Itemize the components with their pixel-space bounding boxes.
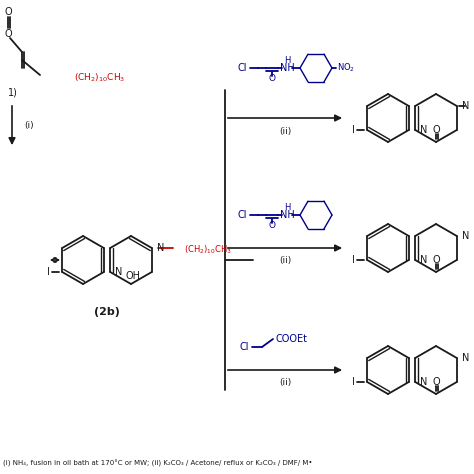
Text: (CH$_2$)$_{10}$CH$_3$: (CH$_2$)$_{10}$CH$_3$ bbox=[74, 72, 126, 84]
Text: N: N bbox=[115, 267, 123, 277]
Text: NH: NH bbox=[280, 63, 294, 73]
Text: O: O bbox=[432, 125, 440, 135]
Text: I: I bbox=[47, 267, 50, 277]
Text: COOEt: COOEt bbox=[276, 334, 308, 344]
Text: N: N bbox=[157, 243, 164, 253]
Text: O: O bbox=[5, 29, 13, 39]
Text: I: I bbox=[352, 255, 355, 265]
Text: H: H bbox=[284, 55, 290, 64]
Text: O: O bbox=[432, 377, 440, 387]
Text: (CH$_2$)$_{10}$CH$_3$: (CH$_2$)$_{10}$CH$_3$ bbox=[184, 244, 232, 256]
Text: O: O bbox=[268, 220, 275, 229]
Text: 1): 1) bbox=[8, 87, 18, 97]
Text: Cl: Cl bbox=[238, 210, 247, 220]
Text: OH: OH bbox=[126, 271, 140, 281]
Text: Cl: Cl bbox=[240, 342, 249, 352]
Text: N: N bbox=[462, 353, 469, 363]
Text: I: I bbox=[352, 125, 355, 135]
Text: (ii): (ii) bbox=[279, 256, 291, 265]
Text: (2b): (2b) bbox=[94, 307, 120, 317]
Text: N: N bbox=[462, 231, 469, 241]
Text: O: O bbox=[5, 7, 13, 17]
Text: I: I bbox=[352, 377, 355, 387]
Text: N: N bbox=[420, 255, 428, 265]
Text: N: N bbox=[420, 377, 428, 387]
Text: (i) NH₄, fusion in oil bath at 170°C or MW; (ii) K₂CO₃ / Acetone/ reflux or K₂CO: (i) NH₄, fusion in oil bath at 170°C or … bbox=[3, 459, 312, 466]
Text: (ii): (ii) bbox=[279, 379, 291, 388]
Text: (i): (i) bbox=[24, 120, 34, 129]
Text: (ii): (ii) bbox=[279, 127, 291, 136]
Text: N: N bbox=[420, 125, 428, 135]
Text: O: O bbox=[432, 255, 440, 265]
Text: NH: NH bbox=[280, 210, 294, 220]
Text: N: N bbox=[462, 101, 469, 111]
Text: NO$_2$: NO$_2$ bbox=[337, 62, 355, 74]
Text: O: O bbox=[268, 73, 275, 82]
Text: Cl: Cl bbox=[238, 63, 247, 73]
Text: H: H bbox=[284, 202, 290, 211]
